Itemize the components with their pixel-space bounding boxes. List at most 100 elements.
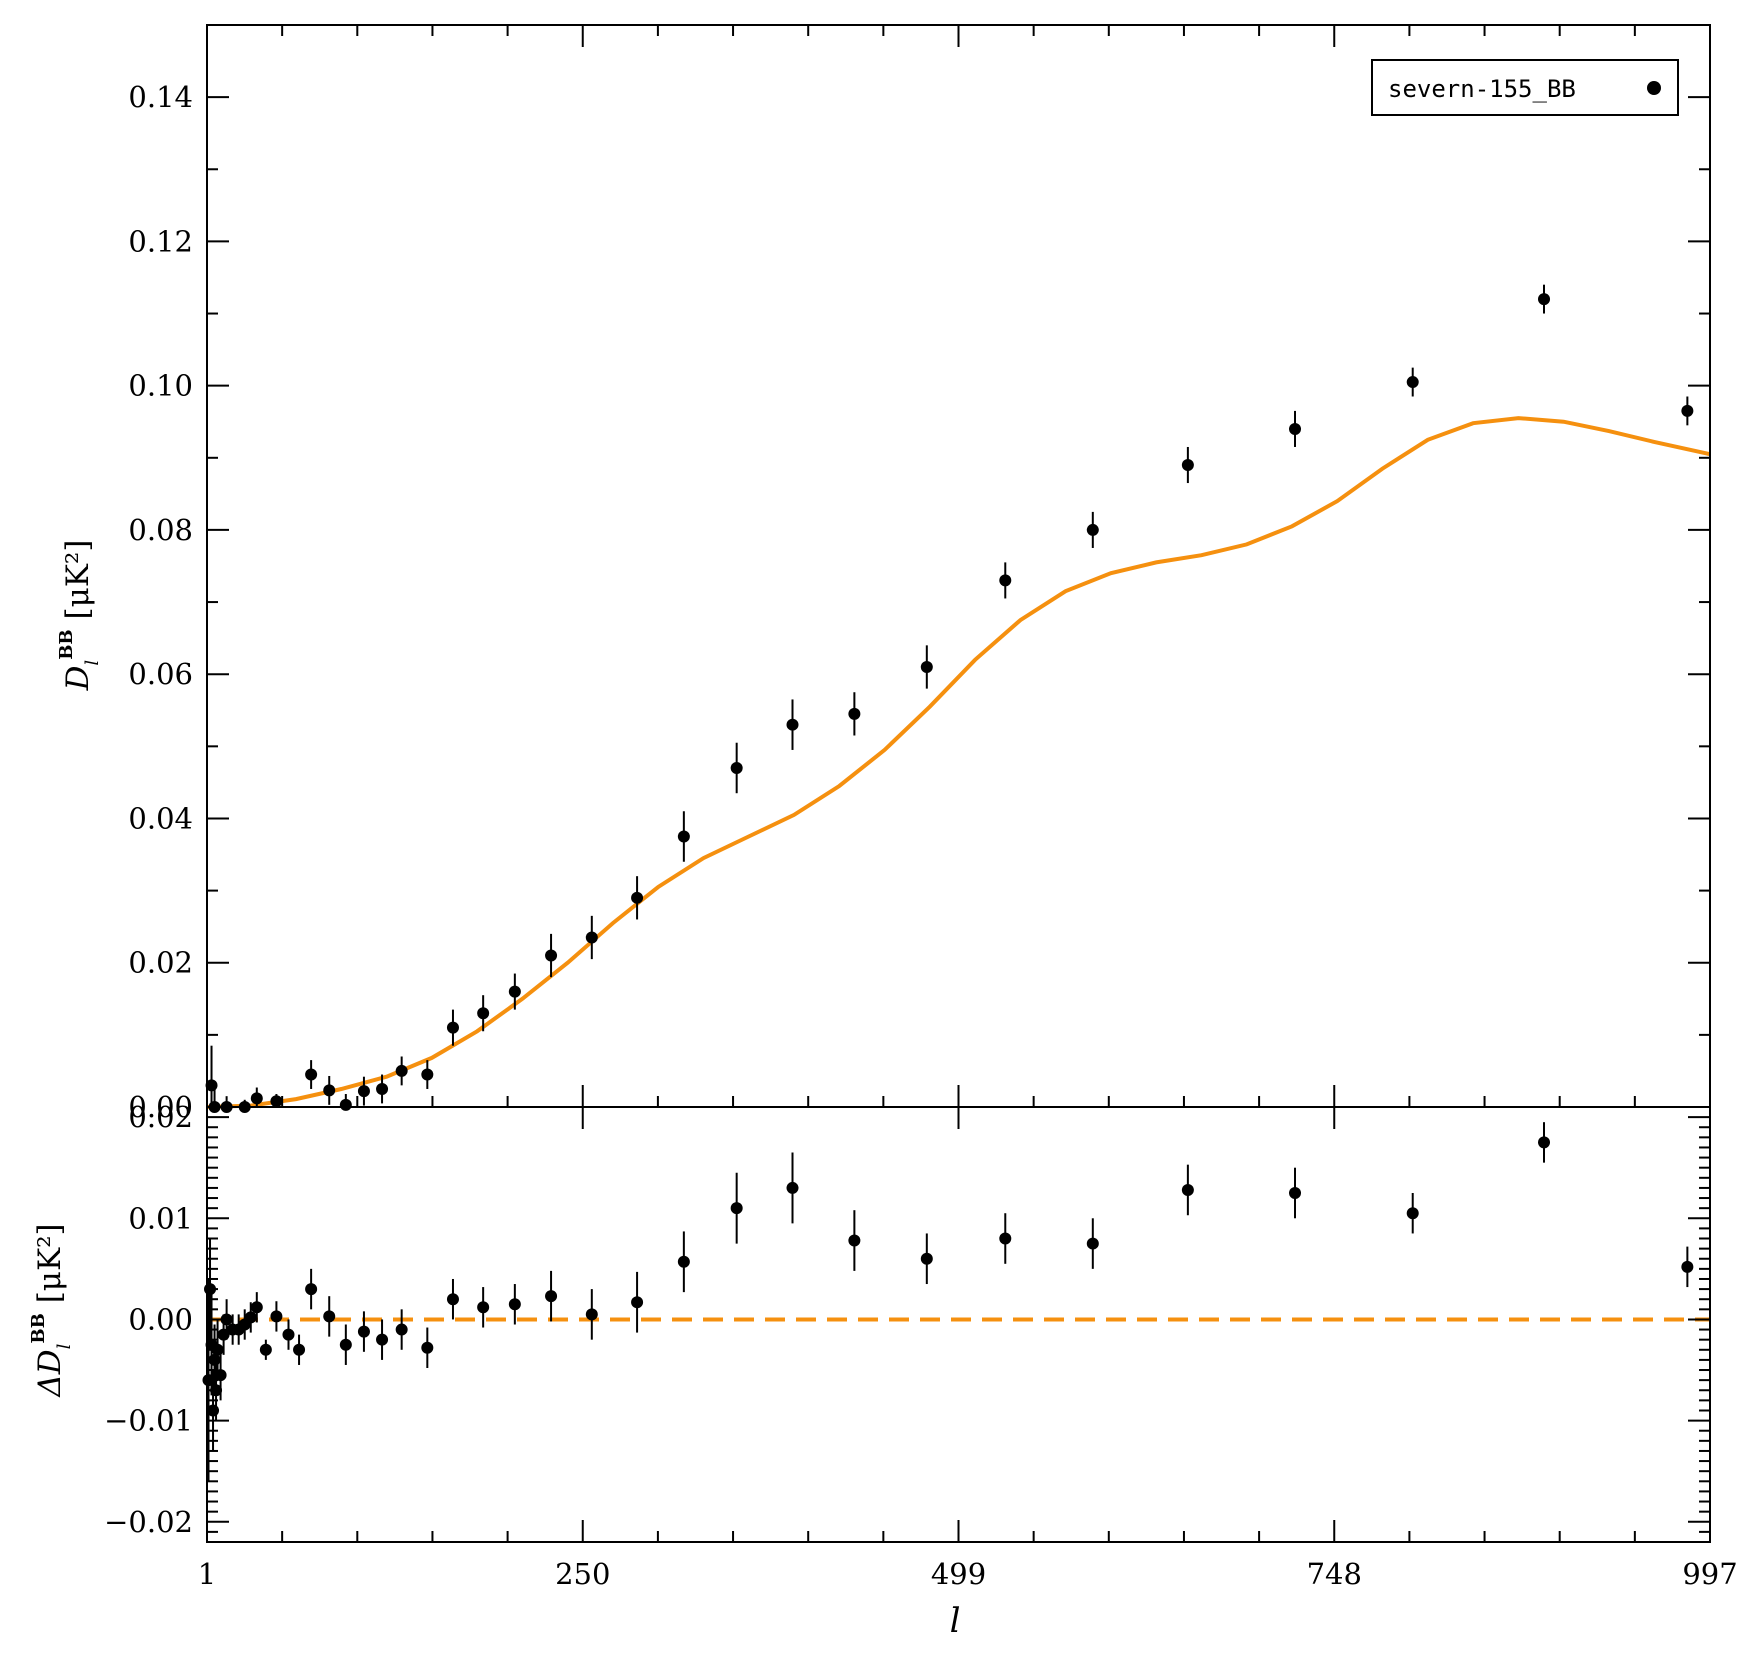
y-tick-label: 0.02: [128, 946, 193, 980]
y-tick-label: 0.04: [128, 801, 193, 835]
data-point: [339, 1098, 352, 1111]
data-point: [214, 1369, 227, 1382]
data-point: [1538, 1136, 1551, 1149]
data-point: [786, 718, 799, 731]
data-point: [585, 1308, 598, 1321]
data-point: [1406, 1207, 1419, 1220]
top-y-axis-label: Dl BB [μK²]: [56, 540, 103, 692]
data-point: [357, 1325, 370, 1338]
data-point: [508, 1298, 521, 1311]
x-tick-label: 997: [1682, 1557, 1737, 1591]
x-tick-label: 250: [555, 1557, 610, 1591]
data-point: [421, 1341, 434, 1354]
bottom-panel-frame: [206, 1106, 1711, 1543]
y-tick-label: 0.00: [128, 1090, 193, 1124]
data-point: [920, 1252, 933, 1265]
model-line: [206, 416, 1711, 1109]
data-point: [730, 1202, 743, 1215]
bottom-y-label-unit: [μK²]: [32, 1223, 68, 1313]
model-curve: [206, 416, 1711, 1109]
data-point: [631, 1296, 644, 1309]
data-point: [545, 949, 558, 962]
data-point: [1289, 422, 1302, 435]
data-point: [446, 1293, 459, 1306]
y-tick-label: 0.00: [128, 1302, 193, 1336]
top-axis-ticks: [206, 24, 1711, 1108]
top-y-label-sup: BB: [56, 629, 77, 659]
data-point: [421, 1068, 434, 1081]
data-point: [395, 1064, 408, 1077]
data-point: [305, 1068, 318, 1081]
data-point: [477, 1007, 490, 1020]
data-point: [508, 985, 521, 998]
data-point: [282, 1328, 295, 1341]
data-point: [1538, 293, 1551, 306]
data-point: [376, 1082, 389, 1095]
data-point: [339, 1338, 352, 1351]
bottom-panel: 0.020.010.00−0.01−0.02 1 250 499 748 997 ΔDl…: [28, 1100, 1738, 1641]
x-tick-label: 1: [198, 1557, 216, 1591]
data-point: [477, 1301, 490, 1314]
data-point: [1681, 1260, 1694, 1273]
bottom-axis-ticks: [206, 1106, 1711, 1543]
data-point: [305, 1283, 318, 1296]
data-point: [999, 574, 1012, 587]
y-tick-label: 0.08: [128, 513, 193, 547]
residual-points: [202, 1122, 1694, 1482]
legend-box: [1371, 59, 1679, 116]
data-point: [631, 891, 644, 904]
bottom-y-label-main: ΔD: [32, 1349, 68, 1397]
legend: severn-155_BB: [1371, 59, 1679, 116]
y-tick-label: 0.02: [128, 1100, 193, 1134]
bottom-y-tick-labels: 0.02 0.01 0.00 −0.01 −0.02: [104, 1100, 193, 1539]
bottom-y-axis-label: ΔDl BB [μK²]: [28, 1223, 75, 1397]
y-tick-label: 0.10: [128, 369, 193, 403]
data-point: [920, 660, 933, 673]
data-point: [259, 1343, 272, 1356]
top-y-label-sub: l: [82, 660, 103, 666]
data-point: [244, 1311, 257, 1324]
data-point: [395, 1323, 408, 1336]
data-point: [677, 830, 690, 843]
y-tick-label: 0.01: [128, 1201, 193, 1235]
data-point: [270, 1310, 283, 1323]
x-tick-label: 748: [1307, 1557, 1362, 1591]
data-point: [1181, 459, 1194, 472]
data-point: [376, 1333, 389, 1346]
data-point: [323, 1084, 336, 1097]
data-point: [270, 1095, 283, 1108]
y-tick-label: −0.01: [104, 1404, 193, 1438]
legend-marker: [1647, 81, 1661, 95]
data-point: [848, 707, 861, 720]
data-point: [357, 1085, 370, 1098]
data-point: [848, 1234, 861, 1247]
data-point: [545, 1290, 558, 1303]
top-y-label-main: D: [60, 665, 96, 691]
data-point: [250, 1301, 263, 1314]
data-point: [585, 931, 598, 944]
top-panel: 0.00 0.02 0.04 0.06 0.08 0.10 0.12 0.14 severn-…: [56, 24, 1711, 1124]
data-point: [1406, 376, 1419, 389]
top-y-tick-labels: 0.00 0.02 0.04 0.06 0.08 0.10 0.12 0.14: [128, 80, 193, 1124]
legend-label: severn-155_BB: [1388, 75, 1576, 103]
top-panel-frame: [206, 24, 1711, 1108]
data-point: [786, 1181, 799, 1194]
y-tick-label: −0.02: [104, 1505, 193, 1539]
data-point: [446, 1021, 459, 1034]
data-point: [730, 761, 743, 774]
data-point: [293, 1343, 306, 1356]
y-tick-label: 0.12: [128, 224, 193, 258]
x-tick-label: 499: [931, 1557, 986, 1591]
data-point: [323, 1310, 336, 1323]
y-tick-label: 0.06: [128, 657, 193, 691]
x-axis-label: l: [950, 1601, 961, 1641]
data-points: [205, 284, 1694, 1113]
y-tick-label: 0.14: [128, 80, 193, 114]
data-point: [1181, 1183, 1194, 1196]
data-point: [1681, 404, 1694, 417]
data-point: [250, 1092, 263, 1105]
data-point: [677, 1255, 690, 1268]
bottom-y-label-sub: l: [54, 1343, 75, 1349]
x-tick-labels: 1 250 499 748 997: [198, 1557, 1738, 1591]
